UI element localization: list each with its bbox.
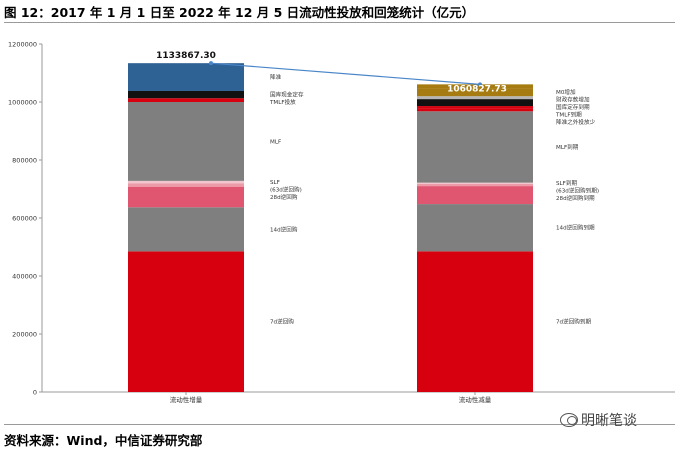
total-label-increase: 1133867.30 (156, 51, 216, 61)
totals-connector-line (210, 62, 481, 85)
y-tick-label: 1200000 (8, 41, 37, 49)
segment-label: 14d逆回购到期 (556, 224, 595, 232)
watermark: 明晰笔谈 (560, 410, 637, 430)
segment-label: TMLF投放 (269, 98, 296, 106)
bar-segment (417, 182, 533, 184)
bar-stacks (128, 63, 533, 392)
segment-label: MLF (270, 139, 281, 145)
bar-segment (128, 207, 244, 252)
footer-divider (4, 424, 675, 425)
bar-segment (128, 63, 244, 91)
y-tick-label: 800000 (12, 157, 37, 165)
totals-overlay: 1133867.30 1060827.73 (156, 51, 507, 94)
bar-stack-decrease (417, 84, 533, 392)
segment-label: 财政存款增加 (556, 96, 590, 104)
stacked-bar-chart: 0 200000 400000 600000 800000 1000000 1200000 流… (8, 41, 675, 404)
bar-segment (128, 251, 244, 392)
segment-label: TMLF到期 (555, 112, 582, 119)
y-tick-label: 400000 (12, 273, 37, 281)
bar-segment (417, 108, 533, 112)
title-divider (4, 22, 675, 23)
bar-segment (417, 96, 533, 100)
segment-label: SLF到期 (556, 180, 577, 187)
bar-segment (417, 84, 533, 89)
bar-segment (128, 186, 244, 208)
chart-title: 图 12：2017 年 1 月 1 日至 2022 年 12 月 5 日流动性投… (4, 5, 475, 20)
bar-segment (128, 90, 244, 99)
bar-segment (417, 186, 533, 205)
x-tick-label: 流动性减量 (459, 395, 492, 404)
segment-label: 降准之外投放少 (556, 118, 596, 126)
y-tick-label: 1000000 (8, 99, 37, 107)
bar-segment (417, 99, 533, 107)
segment-label: 28d逆回购 (270, 193, 298, 201)
bar-stack-increase (128, 63, 244, 392)
segment-label: M0增加 (556, 88, 576, 96)
bar-segment (417, 204, 533, 252)
segment-label: 14d逆回购 (270, 225, 298, 233)
segment-label: (63d逆回购) (270, 186, 302, 194)
bar-segment (128, 98, 244, 102)
bar-segment (128, 102, 244, 181)
bar-segment (417, 183, 533, 187)
segment-label: SLF (270, 180, 280, 186)
segment-label: MLF到期 (556, 144, 579, 151)
bar-segment (417, 88, 533, 97)
x-tick-label: 流动性增量 (170, 395, 203, 404)
segment-label: 降准 (270, 73, 282, 81)
bar-segment (417, 111, 533, 183)
total-label-decrease: 1060827.73 (447, 84, 507, 94)
bar-segment (128, 180, 244, 184)
total-point (209, 61, 213, 66)
wechat-icon (560, 413, 578, 427)
y-tick-label: 0 (33, 389, 37, 397)
y-tick-label: 600000 (12, 215, 37, 223)
segment-label: 国库定存到期 (556, 103, 590, 111)
segment-label: 7d逆回购 (270, 318, 294, 326)
bar-segment (417, 251, 533, 392)
bar-segment (128, 183, 244, 187)
segment-label: 28d逆回购到期 (556, 194, 595, 202)
y-tick-label: 200000 (12, 331, 37, 339)
total-point (478, 82, 482, 87)
bar-segment (417, 106, 533, 109)
watermark-text: 明晰笔谈 (581, 413, 637, 429)
segment-label: (63d逆回购到期) (556, 187, 599, 195)
segment-label: 7d逆回购到期 (556, 318, 591, 326)
segment-label: 国库现金定存 (270, 91, 304, 99)
source-note: 资料来源：Wind，中信证券研究部 (4, 433, 203, 448)
